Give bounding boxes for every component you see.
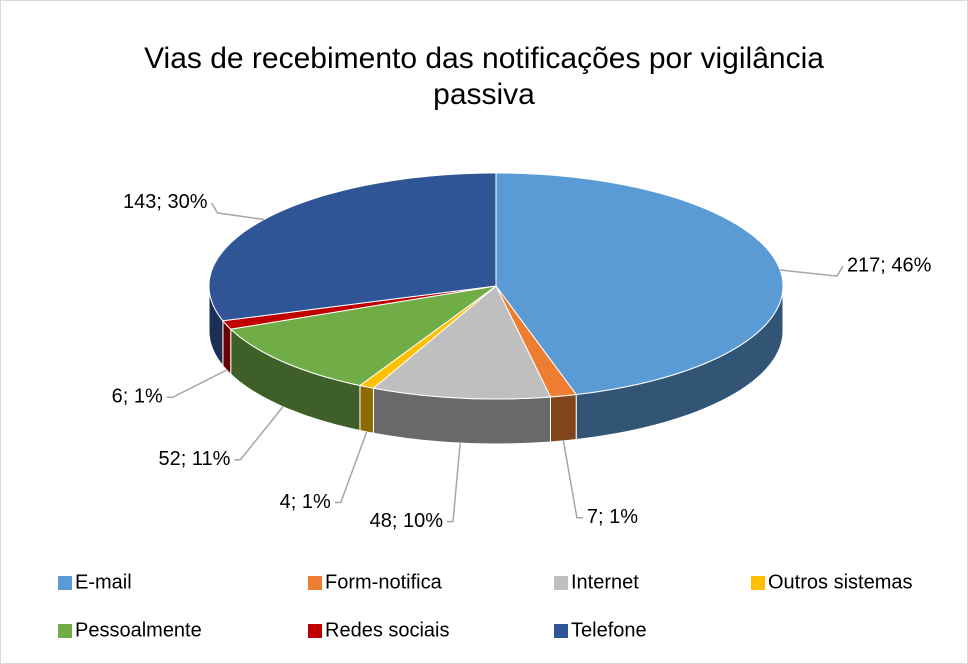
slice: [229, 285, 497, 387]
leader-line: [166, 369, 227, 399]
legend-swatch: [554, 576, 568, 590]
data-label: 7; 1%: [587, 506, 638, 528]
slice-side: [549, 393, 577, 443]
data-label: 217; 46%: [847, 254, 932, 276]
leader-line: [447, 443, 461, 523]
data-label: 48; 10%: [370, 510, 444, 532]
legend-label: Telefone: [571, 619, 647, 641]
legend-swatch: [58, 624, 72, 638]
legend-label: Outros sistemas: [768, 571, 912, 593]
legend-swatch: [308, 576, 322, 590]
slice-side: [359, 384, 374, 434]
legend-swatch: [751, 576, 765, 590]
chart-title: Vias de recebimento das notificações por…: [144, 42, 824, 111]
data-label: 6; 1%: [112, 386, 163, 408]
leader-line: [780, 265, 844, 277]
legend-label: Pessoalmente: [75, 619, 202, 641]
legend-label: E-mail: [75, 571, 132, 593]
leader-line: [334, 431, 368, 504]
data-label: 52; 11%: [158, 448, 230, 470]
slice: [372, 285, 552, 400]
legend-swatch: [554, 624, 568, 638]
leader-line: [562, 440, 583, 519]
slice: [495, 172, 784, 396]
legend-label: Redes sociais: [325, 619, 450, 641]
data-label: 143; 30%: [123, 191, 208, 213]
legend-swatch: [58, 576, 72, 590]
leader-line: [234, 406, 284, 461]
leader-line: [210, 202, 265, 221]
slice-side: [222, 319, 232, 376]
data-label: 4; 1%: [280, 491, 331, 513]
legend-label: Internet: [571, 571, 639, 593]
legend-swatch: [308, 624, 322, 638]
legend-label: Form-notifica: [325, 571, 443, 593]
